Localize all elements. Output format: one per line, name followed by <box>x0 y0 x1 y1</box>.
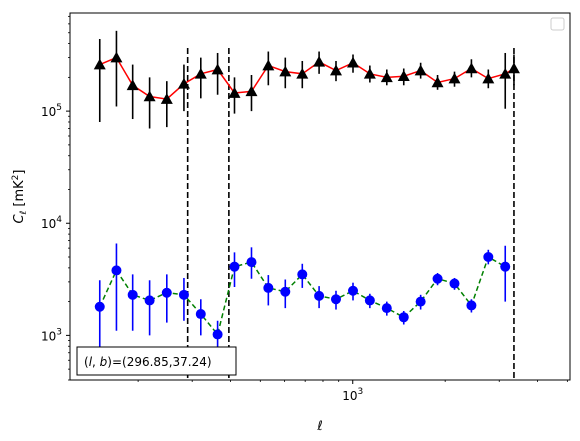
y-tick-label: 103 <box>41 327 62 343</box>
data-point-marker <box>245 85 258 97</box>
data-point-marker <box>364 295 375 306</box>
vertical-reference-lines <box>186 48 515 380</box>
data-point-marker <box>329 64 342 76</box>
data-point-marker <box>263 282 274 293</box>
data-point-marker <box>279 65 292 77</box>
data-point-marker <box>347 56 360 68</box>
series-1 <box>94 243 511 353</box>
data-point-marker <box>431 76 444 88</box>
data-point-marker <box>381 303 392 314</box>
data-point-marker <box>111 265 122 276</box>
data-point-marker <box>161 287 172 298</box>
data-point-marker <box>449 278 460 289</box>
data-point-marker <box>211 63 224 75</box>
plot-area-frame <box>69 12 571 381</box>
data-point-marker <box>262 59 275 71</box>
data-point-marker <box>330 294 341 305</box>
data-point-marker <box>432 273 443 284</box>
y-axis-label: Cℓ [mK2] <box>11 169 29 223</box>
data-point-marker <box>380 71 393 83</box>
data-point-marker <box>280 286 291 297</box>
data-point-marker <box>482 72 495 84</box>
data-point-marker <box>110 51 123 63</box>
x-tick-label: 103 <box>342 387 363 403</box>
data-point-marker <box>507 62 520 74</box>
data-point-marker <box>212 329 223 340</box>
data-point-marker <box>297 269 308 280</box>
data-point-marker <box>178 289 189 300</box>
data-point-marker <box>93 58 106 70</box>
data-point-marker <box>94 301 105 312</box>
axis-ticks: 103 104 105 103 <box>41 15 568 403</box>
data-point-marker <box>194 67 207 79</box>
series-layer <box>93 30 520 353</box>
data-point-marker <box>465 62 478 74</box>
data-point-marker <box>143 90 156 102</box>
data-point-marker <box>397 70 410 81</box>
data-point-marker <box>177 77 190 89</box>
data-point-marker <box>448 72 461 84</box>
y-tick-label: 104 <box>41 215 62 231</box>
data-point-marker <box>144 295 155 306</box>
data-point-marker <box>398 312 409 323</box>
annotation-box <box>76 346 237 376</box>
data-point-marker <box>127 289 138 300</box>
data-point-marker <box>348 285 359 296</box>
coordinates-annotation: (l, b)=(296.85,37.24) <box>76 346 237 376</box>
data-point-marker <box>160 93 173 104</box>
data-point-marker <box>499 67 512 79</box>
series-0 <box>93 30 520 129</box>
data-point-marker <box>500 261 511 272</box>
x-axis-label: ℓ <box>316 419 322 434</box>
data-point-marker <box>313 55 326 67</box>
y-tick-label: 105 <box>41 103 62 119</box>
annotation-text: (l, b)=(296.85,37.24) <box>84 355 212 369</box>
data-point-marker <box>415 296 426 307</box>
data-point-marker <box>314 290 325 301</box>
data-point-marker <box>466 300 477 311</box>
data-point-marker <box>296 67 309 79</box>
legend-box <box>550 17 565 31</box>
data-point-marker <box>126 79 139 91</box>
data-point-marker <box>229 261 240 272</box>
data-point-marker <box>228 87 241 98</box>
data-point-marker <box>246 257 257 268</box>
data-point-marker <box>363 67 376 79</box>
y-axis-label-text: Cℓ [mK2] <box>11 169 29 223</box>
data-point-marker <box>414 64 427 76</box>
data-point-marker <box>483 252 494 263</box>
data-point-marker <box>195 309 206 320</box>
